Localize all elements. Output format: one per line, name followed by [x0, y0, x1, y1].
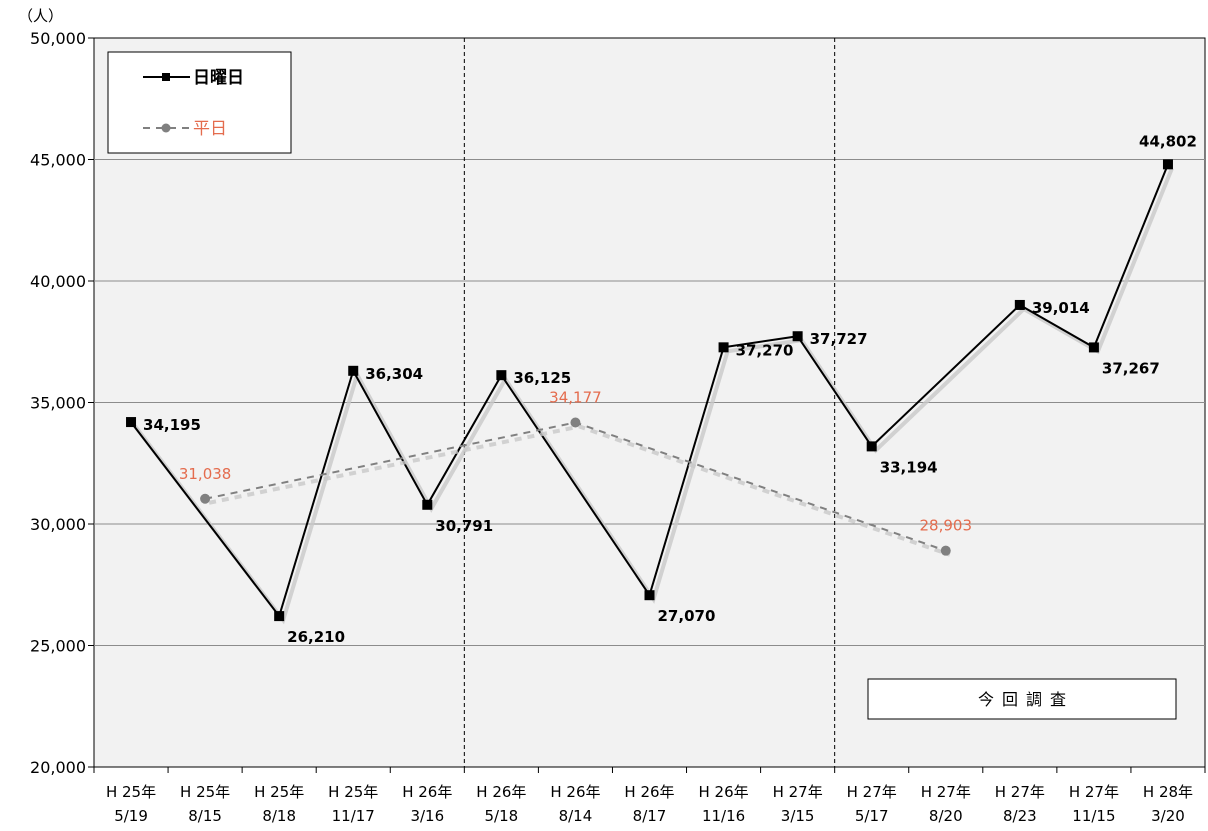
data-point-sunday	[274, 611, 285, 622]
x-tick-label: 8/23	[1003, 807, 1037, 825]
series-shadow	[208, 424, 951, 557]
x-tick-label: H 28年	[1143, 783, 1193, 801]
data-point-sunday	[1088, 342, 1099, 353]
legend-wk-label: 平日	[193, 119, 227, 139]
x-tick-label: 11/16	[702, 807, 745, 825]
data-label-weekday: 34,177	[549, 388, 602, 406]
x-tick-label: H 27年	[847, 783, 897, 801]
data-label-sunday: 37,267	[1102, 359, 1160, 377]
data-point-sunday	[422, 499, 433, 510]
data-label-sunday: 37,727	[810, 330, 868, 348]
x-tick-label: 8/20	[929, 807, 963, 825]
period-separators	[463, 38, 836, 767]
data-point-weekday	[200, 493, 211, 504]
data-label-sunday: 44,802	[1139, 132, 1197, 150]
y-tick-label: 45,000	[30, 151, 86, 170]
data-label-sunday: 36,304	[365, 365, 423, 383]
data-label-weekday: 31,038	[179, 465, 232, 483]
y-tick-label: 40,000	[30, 272, 86, 291]
data-label-sunday: 36,125	[513, 369, 571, 387]
data-point-sunday	[348, 365, 359, 376]
data-label-sunday: 39,014	[1032, 299, 1090, 317]
x-tick-label: 3/20	[1151, 807, 1185, 825]
data-label-sunday: 26,210	[287, 628, 345, 646]
y-tick-label: 20,000	[30, 758, 86, 777]
legend-wk-marker	[161, 123, 171, 133]
x-tick-label: 5/19	[114, 807, 148, 825]
unit-label: （人）	[18, 7, 63, 25]
data-label-sunday: 27,070	[658, 607, 716, 625]
data-point-sunday	[126, 417, 137, 428]
x-tick-label: H 26年	[624, 783, 674, 801]
annotation-box	[867, 678, 1177, 720]
x-tick-label: H 25年	[180, 783, 230, 801]
legend-sun-label: 日曜日	[193, 68, 244, 88]
data-label-weekday: 28,903	[920, 517, 973, 535]
data-label-sunday: 34,195	[143, 416, 201, 434]
y-tick-label: 25,000	[30, 637, 86, 656]
x-tick-label: 11/15	[1072, 807, 1115, 825]
data-point-sunday	[718, 342, 729, 353]
x-axis: H 25年 5/19 H 25年 8/15 H 25年 8/18 H 25年 11/17 H 2…	[93, 767, 1206, 825]
grid	[94, 159, 1205, 646]
x-tick-label: H 26年	[402, 783, 452, 801]
data-point-weekday	[940, 545, 951, 556]
data-point-sunday	[1014, 299, 1025, 310]
x-tick-label: H 25年	[328, 783, 378, 801]
data-point-sunday	[644, 590, 655, 601]
x-tick-label: 8/15	[188, 807, 222, 825]
x-tick-label: 11/17	[332, 807, 375, 825]
series-line-sunday	[130, 163, 1169, 619]
x-tick-label: 3/15	[781, 807, 815, 825]
data-point-sunday	[866, 441, 877, 452]
legend-sun-marker	[162, 73, 170, 81]
x-tick-label: 3/16	[410, 807, 444, 825]
series-layer	[126, 159, 1174, 625]
data-point-sunday	[792, 331, 803, 342]
legend: 日曜日 平日	[107, 51, 292, 154]
survey-annotation: 今回調査	[867, 678, 1177, 720]
data-label-sunday: 37,270	[736, 341, 794, 359]
series-shadow	[133, 167, 1174, 625]
x-tick-label: H 25年	[106, 783, 156, 801]
y-tick-label: 30,000	[30, 515, 86, 534]
x-tick-label: 8/17	[633, 807, 667, 825]
x-tick-label: 5/17	[855, 807, 889, 825]
x-tick-label: 8/18	[262, 807, 296, 825]
annotation-text: 今回調査	[978, 690, 1074, 709]
x-tick-label: H 27年	[995, 783, 1045, 801]
data-label-sunday: 33,194	[880, 458, 938, 476]
x-tick-label: H 27年	[1069, 783, 1119, 801]
data-point-weekday	[570, 417, 581, 428]
x-tick-label: H 27年	[773, 783, 823, 801]
data-point-sunday	[1162, 159, 1173, 170]
y-axis: 20,000 25,000 30,000 35,000 40,000 45,000 50,0…	[30, 29, 94, 777]
x-tick-label: 8/14	[559, 807, 593, 825]
legend-box	[107, 51, 292, 154]
x-tick-label: H 25年	[254, 783, 304, 801]
data-label-sunday: 30,791	[435, 517, 493, 535]
x-tick-label: H 26年	[698, 783, 748, 801]
x-tick-label: H 26年	[550, 783, 600, 801]
y-tick-label: 35,000	[30, 394, 86, 413]
data-point-sunday	[496, 370, 507, 381]
y-tick-label: 50,000	[30, 29, 86, 48]
x-tick-label: H 27年	[921, 783, 971, 801]
x-tick-label: H 26年	[476, 783, 526, 801]
data-labels: 34,195 26,210 36,304 30,791 36,125 27,070 37,2…	[143, 132, 1197, 646]
x-tick-label: 5/18	[485, 807, 519, 825]
